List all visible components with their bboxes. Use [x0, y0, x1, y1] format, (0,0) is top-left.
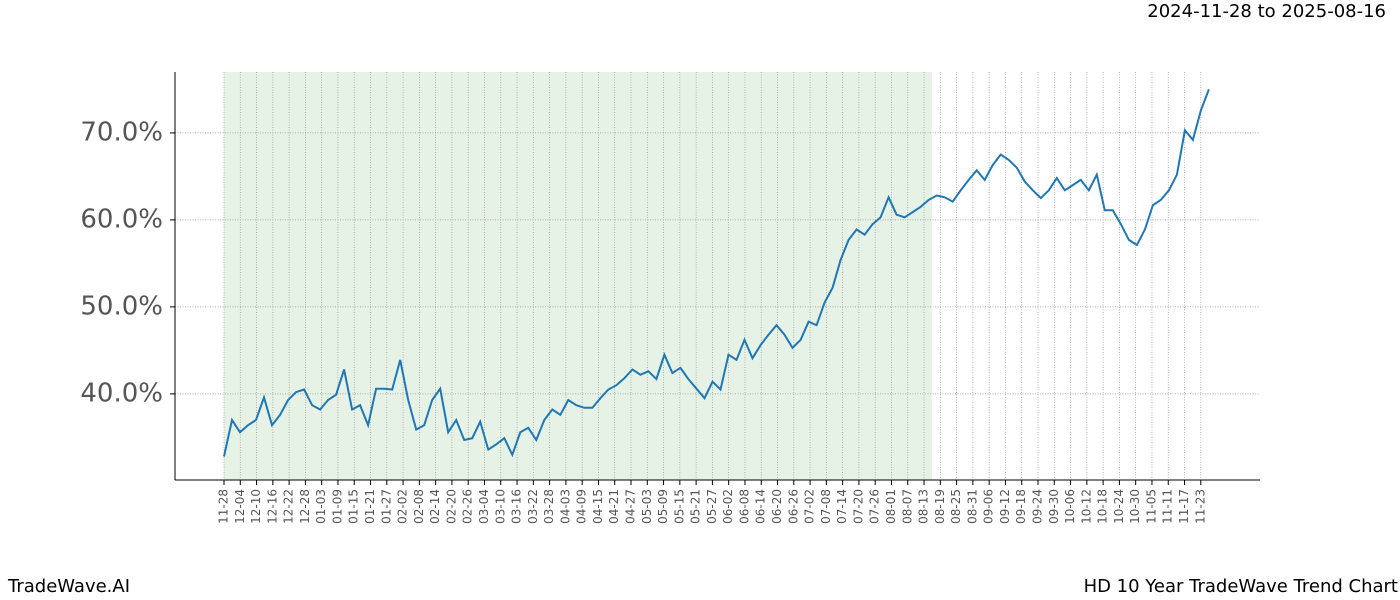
x-tick-label: 10-06: [1063, 489, 1077, 524]
x-tick-label: 11-17: [1177, 489, 1191, 524]
y-tick-label: 40.0%: [80, 378, 163, 408]
x-tick-label: 11-23: [1193, 489, 1207, 524]
x-tick-label: 05-15: [672, 489, 686, 524]
x-tick-label: 08-25: [949, 489, 963, 524]
x-tick-label: 01-21: [363, 489, 377, 524]
x-tick-label: 04-03: [558, 489, 572, 524]
x-tick-label: 10-30: [1128, 489, 1142, 524]
x-tick-label: 12-10: [249, 489, 263, 524]
x-tick-label: 06-26: [786, 489, 800, 524]
x-tick-label: 04-27: [624, 489, 638, 524]
x-tick-label: 06-14: [754, 489, 768, 524]
x-tick-label: 06-20: [770, 489, 784, 524]
x-tick-label: 08-07: [900, 489, 914, 524]
x-tick-label: 09-30: [1047, 489, 1061, 524]
x-tick-label: 12-04: [233, 489, 247, 524]
x-tick-label: 02-14: [428, 489, 442, 524]
x-tick-label: 08-31: [965, 489, 979, 524]
footer-right: HD 10 Year TradeWave Trend Chart: [1084, 576, 1398, 597]
x-tick-label: 08-01: [884, 489, 898, 524]
x-tick-label: 01-09: [330, 489, 344, 524]
x-tick-label: 11-28: [217, 489, 231, 524]
x-tick-label: 11-11: [1161, 489, 1175, 524]
y-tick-label: 60.0%: [80, 204, 163, 234]
footer-left: TradeWave.AI: [7, 576, 130, 597]
x-tick-label: 09-06: [982, 489, 996, 524]
x-tick-label: 09-24: [1031, 489, 1045, 524]
x-tick-label: 04-21: [607, 489, 621, 524]
grid: [175, 72, 1260, 480]
series-line: [223, 89, 1210, 458]
x-tick-label: 04-09: [575, 489, 589, 524]
x-tick-label: 07-14: [835, 489, 849, 524]
x-tick-label: 08-13: [917, 489, 931, 524]
x-tick-label: 07-26: [868, 489, 882, 524]
x-tick-label: 09-12: [998, 489, 1012, 524]
x-tick-label: 10-24: [1112, 489, 1126, 524]
x-tick-label: 03-22: [526, 489, 540, 524]
y-tick-label: 50.0%: [80, 291, 163, 321]
x-tick-label: 12-22: [282, 489, 296, 524]
x-tick-label: 05-09: [656, 489, 670, 524]
x-tick-label: 10-12: [1079, 489, 1093, 524]
y-tick-label: 70.0%: [80, 117, 163, 147]
x-tick-label: 01-03: [314, 489, 328, 524]
x-tick-label: 06-02: [721, 489, 735, 524]
x-tick-label: 03-16: [510, 489, 524, 524]
x-tick-label: 04-15: [591, 489, 605, 524]
x-tick-label: 03-28: [542, 489, 556, 524]
plot: [223, 89, 1210, 458]
x-tick-label: 06-08: [737, 489, 751, 524]
x-tick-label: 02-02: [396, 489, 410, 524]
x-tick-label: 03-04: [477, 489, 491, 524]
x-tick-label: 08-19: [933, 489, 947, 524]
x-tick-label: 10-18: [1096, 489, 1110, 524]
x-tick-label: 05-27: [705, 489, 719, 524]
x-tick-label: 01-15: [347, 489, 361, 524]
x-tick-label: 01-27: [379, 489, 393, 524]
chart-title: 2024-11-28 to 2025-08-16: [1147, 1, 1386, 22]
x-tick-label: 07-20: [851, 489, 865, 524]
x-tick-label: 03-10: [493, 489, 507, 524]
x-tick-label: 12-28: [298, 489, 312, 524]
highlight-span: [224, 72, 932, 480]
x-tick-label: 07-02: [803, 489, 817, 524]
x-tick-label: 05-03: [640, 489, 654, 524]
x-tick-label: 02-20: [444, 489, 458, 524]
x-tick-label: 07-08: [819, 489, 833, 524]
x-tick-label: 09-18: [1014, 489, 1028, 524]
x-tick-label: 02-08: [412, 489, 426, 524]
x-tick-label: 12-16: [265, 489, 279, 524]
x-tick-label: 11-05: [1144, 489, 1158, 524]
x-tick-label: 02-26: [461, 489, 475, 524]
x-tick-label: 05-21: [689, 489, 703, 524]
